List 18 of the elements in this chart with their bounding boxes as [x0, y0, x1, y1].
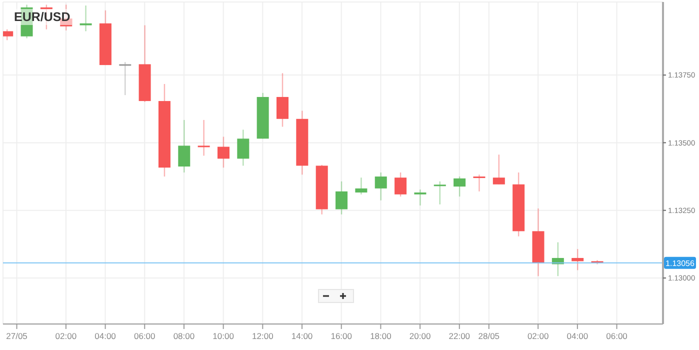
x-tick-label: 16:00: [330, 331, 352, 341]
x-tick-label: 06:00: [606, 331, 628, 341]
x-tick-label: 18:00: [370, 331, 392, 341]
x-tick-label: 20:00: [409, 331, 431, 341]
ref-line-label: 1.13056: [666, 258, 696, 268]
x-tick-label: 12:00: [252, 331, 274, 341]
x-tick-label: 04:00: [566, 331, 588, 341]
x-tick-label: 06:00: [134, 331, 156, 341]
x-tick-label: 28/05: [478, 331, 500, 341]
x-tick-label: 14:00: [291, 331, 313, 341]
x-tick-label: 10:00: [212, 331, 234, 341]
x-tick-label: 02:00: [55, 331, 77, 341]
x-tick-label: 27/05: [6, 331, 28, 341]
x-tick-label: 04:00: [94, 331, 116, 341]
x-tick-label: 08:00: [173, 331, 195, 341]
text: EUR/USD: [12, 9, 72, 25]
x-tick-label: 22:00: [448, 331, 470, 341]
x-tick-label: 02:00: [527, 331, 549, 341]
